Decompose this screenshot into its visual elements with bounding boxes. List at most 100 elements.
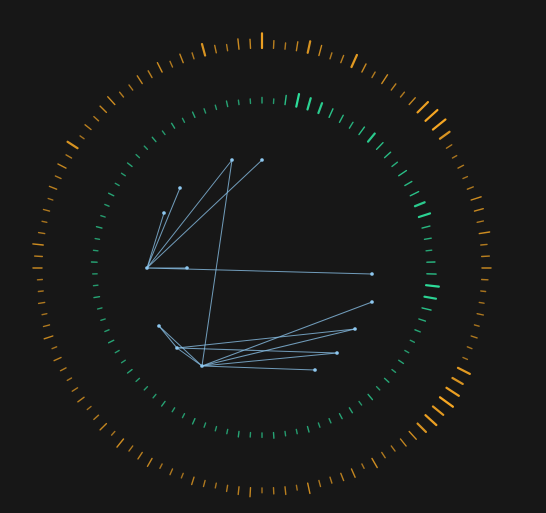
- network-node: [145, 266, 149, 270]
- middle-ring-tick: [100, 318, 106, 321]
- middle-ring-tick: [391, 161, 399, 168]
- outer-ring-tick: [456, 366, 471, 375]
- outer-ring-tick: [42, 208, 51, 212]
- outer-ring-tick: [200, 42, 207, 57]
- outer-ring-tick: [156, 62, 163, 73]
- network-edge: [158, 325, 178, 349]
- middle-ring-tick: [226, 428, 229, 435]
- outer-ring-tick: [473, 324, 480, 327]
- network-node: [230, 158, 234, 162]
- middle-ring-tick: [151, 136, 157, 143]
- outer-ring-tick: [37, 301, 46, 305]
- outer-ring-tick: [416, 422, 427, 433]
- outer-ring-tick: [306, 40, 312, 54]
- outer-ring-tick: [93, 115, 100, 122]
- network-node: [370, 272, 374, 276]
- outer-ring-tick: [107, 96, 116, 106]
- network-node: [353, 327, 357, 331]
- middle-ring-tick: [93, 296, 101, 299]
- outer-ring-tick: [116, 438, 125, 448]
- middle-ring-tick: [143, 386, 149, 391]
- outer-ring-tick: [54, 175, 62, 180]
- middle-ring-tick: [417, 212, 432, 219]
- middle-ring-tick: [104, 329, 110, 333]
- outer-ring-tick: [381, 451, 386, 459]
- outer-ring-tick: [470, 196, 482, 201]
- middle-ring-tick: [181, 117, 186, 124]
- middle-ring-tick: [203, 108, 207, 114]
- network-node: [200, 364, 204, 368]
- outer-ring-tick: [307, 482, 311, 495]
- outer-ring-tick: [284, 42, 287, 50]
- middle-ring-tick: [126, 162, 133, 168]
- middle-ring-tick: [375, 141, 384, 151]
- middle-ring-tick: [398, 359, 405, 365]
- outer-ring-tick: [399, 91, 406, 98]
- middle-ring-tick: [92, 249, 99, 252]
- middle-ring-tick: [383, 151, 392, 159]
- outer-ring-tick: [361, 63, 367, 73]
- outer-ring-tick: [169, 60, 174, 68]
- outer-ring-tick: [416, 100, 429, 114]
- middle-ring-tick: [358, 400, 363, 406]
- middle-ring-tick: [225, 100, 229, 108]
- middle-ring-tick: [348, 407, 354, 414]
- middle-ring-tick: [114, 182, 120, 187]
- middle-ring-tick: [328, 418, 332, 424]
- outer-ring-tick: [213, 44, 218, 54]
- middle-ring-tick: [338, 114, 344, 124]
- outer-ring-tick: [128, 445, 134, 452]
- outer-ring-tick: [41, 220, 48, 224]
- middle-ring-tick: [295, 428, 298, 435]
- middle-ring-tick: [425, 249, 433, 252]
- outer-ring-tick: [466, 186, 474, 190]
- middle-ring-tick: [284, 94, 287, 106]
- outer-ring-tick: [79, 135, 85, 140]
- outer-ring-tick: [86, 405, 92, 411]
- outer-ring-tick: [318, 479, 322, 488]
- middle-ring-tick: [358, 126, 366, 136]
- outer-ring-tick: [390, 445, 396, 452]
- middle-ring-tick: [92, 284, 99, 287]
- network-edge: [201, 328, 356, 367]
- outer-ring-tick: [361, 463, 365, 469]
- network-edge: [201, 301, 373, 367]
- middle-ring-tick: [375, 386, 381, 391]
- network-node: [260, 158, 264, 162]
- outer-ring-tick: [295, 41, 299, 52]
- outer-ring-tick: [476, 220, 484, 224]
- outer-ring-tick: [77, 396, 85, 403]
- middle-ring: [90, 92, 440, 439]
- outer-ring-tick: [57, 163, 67, 169]
- outer-ring-tick: [480, 243, 488, 246]
- network-edge: [176, 347, 338, 354]
- outer-ring-tick: [237, 486, 240, 496]
- outer-ring-tick: [169, 468, 174, 476]
- outer-ring-tick: [431, 405, 445, 416]
- network-edge: [158, 325, 203, 367]
- outer-ring-tick: [249, 38, 252, 49]
- outer-ring-tick: [438, 396, 454, 408]
- outer-ring-tick: [462, 356, 469, 361]
- outer-ring-tick: [424, 414, 438, 427]
- outer-ring-tick: [66, 140, 79, 150]
- middle-ring-tick: [409, 190, 420, 197]
- outer-ring-tick: [159, 463, 163, 469]
- outer-ring-tick: [59, 367, 67, 372]
- network-edge: [146, 267, 373, 275]
- middle-ring-tick: [107, 339, 115, 344]
- outer-ring-tick: [65, 154, 73, 159]
- outer-ring-tick: [237, 38, 240, 50]
- middle-ring-tick: [126, 368, 133, 374]
- outer-ring-tick: [37, 231, 46, 235]
- middle-ring-tick: [367, 132, 376, 143]
- outer-ring-tick: [118, 91, 125, 98]
- outer-ring-tick: [110, 430, 116, 436]
- middle-ring-tick: [237, 99, 240, 106]
- middle-ring-tick: [237, 430, 240, 438]
- outer-ring-tick: [84, 124, 92, 131]
- network-node: [313, 368, 317, 372]
- outer-ring-tick: [329, 476, 333, 484]
- outer-ring-tick: [146, 457, 153, 467]
